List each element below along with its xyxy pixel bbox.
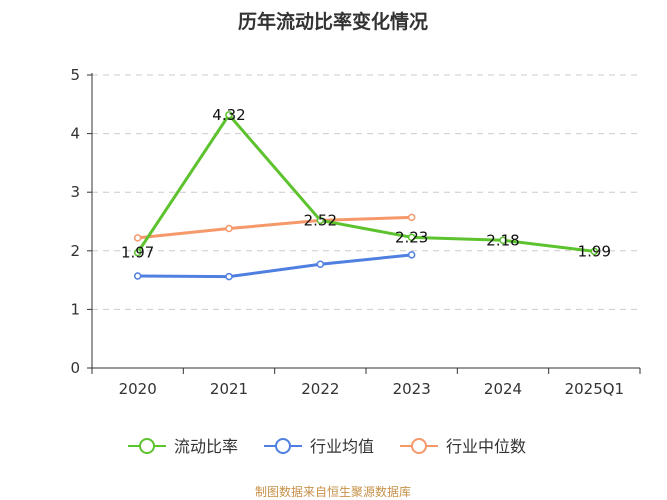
legend-marker-icon	[275, 438, 291, 454]
x-tick-label: 2020	[119, 380, 157, 398]
data-point	[407, 233, 416, 242]
y-tick-label: 2	[70, 242, 80, 260]
data-label: 2.52	[304, 211, 337, 229]
legend-label: 流动比率	[174, 437, 238, 456]
y-tick-label: 0	[70, 359, 80, 377]
legend-marker-icon	[411, 438, 427, 454]
x-tick-label: 2025Q1	[565, 380, 625, 398]
x-tick-label: 2022	[301, 380, 339, 398]
data-point	[133, 234, 142, 242]
data-point	[133, 272, 142, 280]
y-tick-label: 4	[70, 125, 80, 143]
legend-item[interactable]: 流动比率	[128, 437, 238, 456]
series-line	[136, 253, 414, 279]
legend-label: 行业均值	[310, 437, 374, 456]
legend: 流动比率 行业均值 行业中位数	[128, 437, 526, 456]
data-point	[225, 272, 233, 281]
x-tick-label: 2021	[210, 380, 248, 398]
data-point	[316, 260, 325, 269]
axes: 0 1 2 3 4 5 2020 2021 2022 2023 2024 2025Q1	[70, 66, 641, 398]
legend-item[interactable]: 行业中位数	[400, 437, 526, 456]
data-label: 1.99	[578, 242, 611, 260]
data-labels: 1.97 4.32 2.52 2.23 2.18 1.99	[121, 106, 611, 262]
data-point	[407, 213, 416, 222]
series-line	[136, 113, 596, 255]
legend-item[interactable]: 行业均值	[264, 437, 374, 456]
series-lines	[133, 111, 599, 281]
data-point	[590, 247, 599, 256]
data-label: 2.23	[395, 228, 428, 246]
y-tick-label: 5	[70, 66, 80, 84]
data-point	[225, 224, 233, 233]
legend-label: 行业中位数	[446, 437, 526, 456]
chart-title: 历年流动比率变化情况	[238, 10, 428, 33]
data-source-note: 制图数据来自恒生聚源数据库	[255, 484, 411, 499]
legend-marker-icon	[139, 438, 155, 454]
data-label: 2.18	[486, 231, 519, 249]
data-point	[316, 216, 325, 225]
y-tick-label: 3	[70, 183, 80, 201]
y-tick-label: 1	[70, 300, 80, 318]
grid-lines	[92, 74, 640, 310]
series-line	[136, 215, 414, 240]
data-point	[133, 248, 142, 257]
x-tick-label: 2023	[393, 380, 431, 398]
data-point	[225, 111, 233, 119]
x-tick-label: 2024	[484, 380, 522, 398]
data-label: 1.97	[121, 244, 154, 262]
data-point	[499, 236, 507, 245]
data-point	[407, 251, 416, 259]
data-label: 4.32	[212, 106, 245, 124]
